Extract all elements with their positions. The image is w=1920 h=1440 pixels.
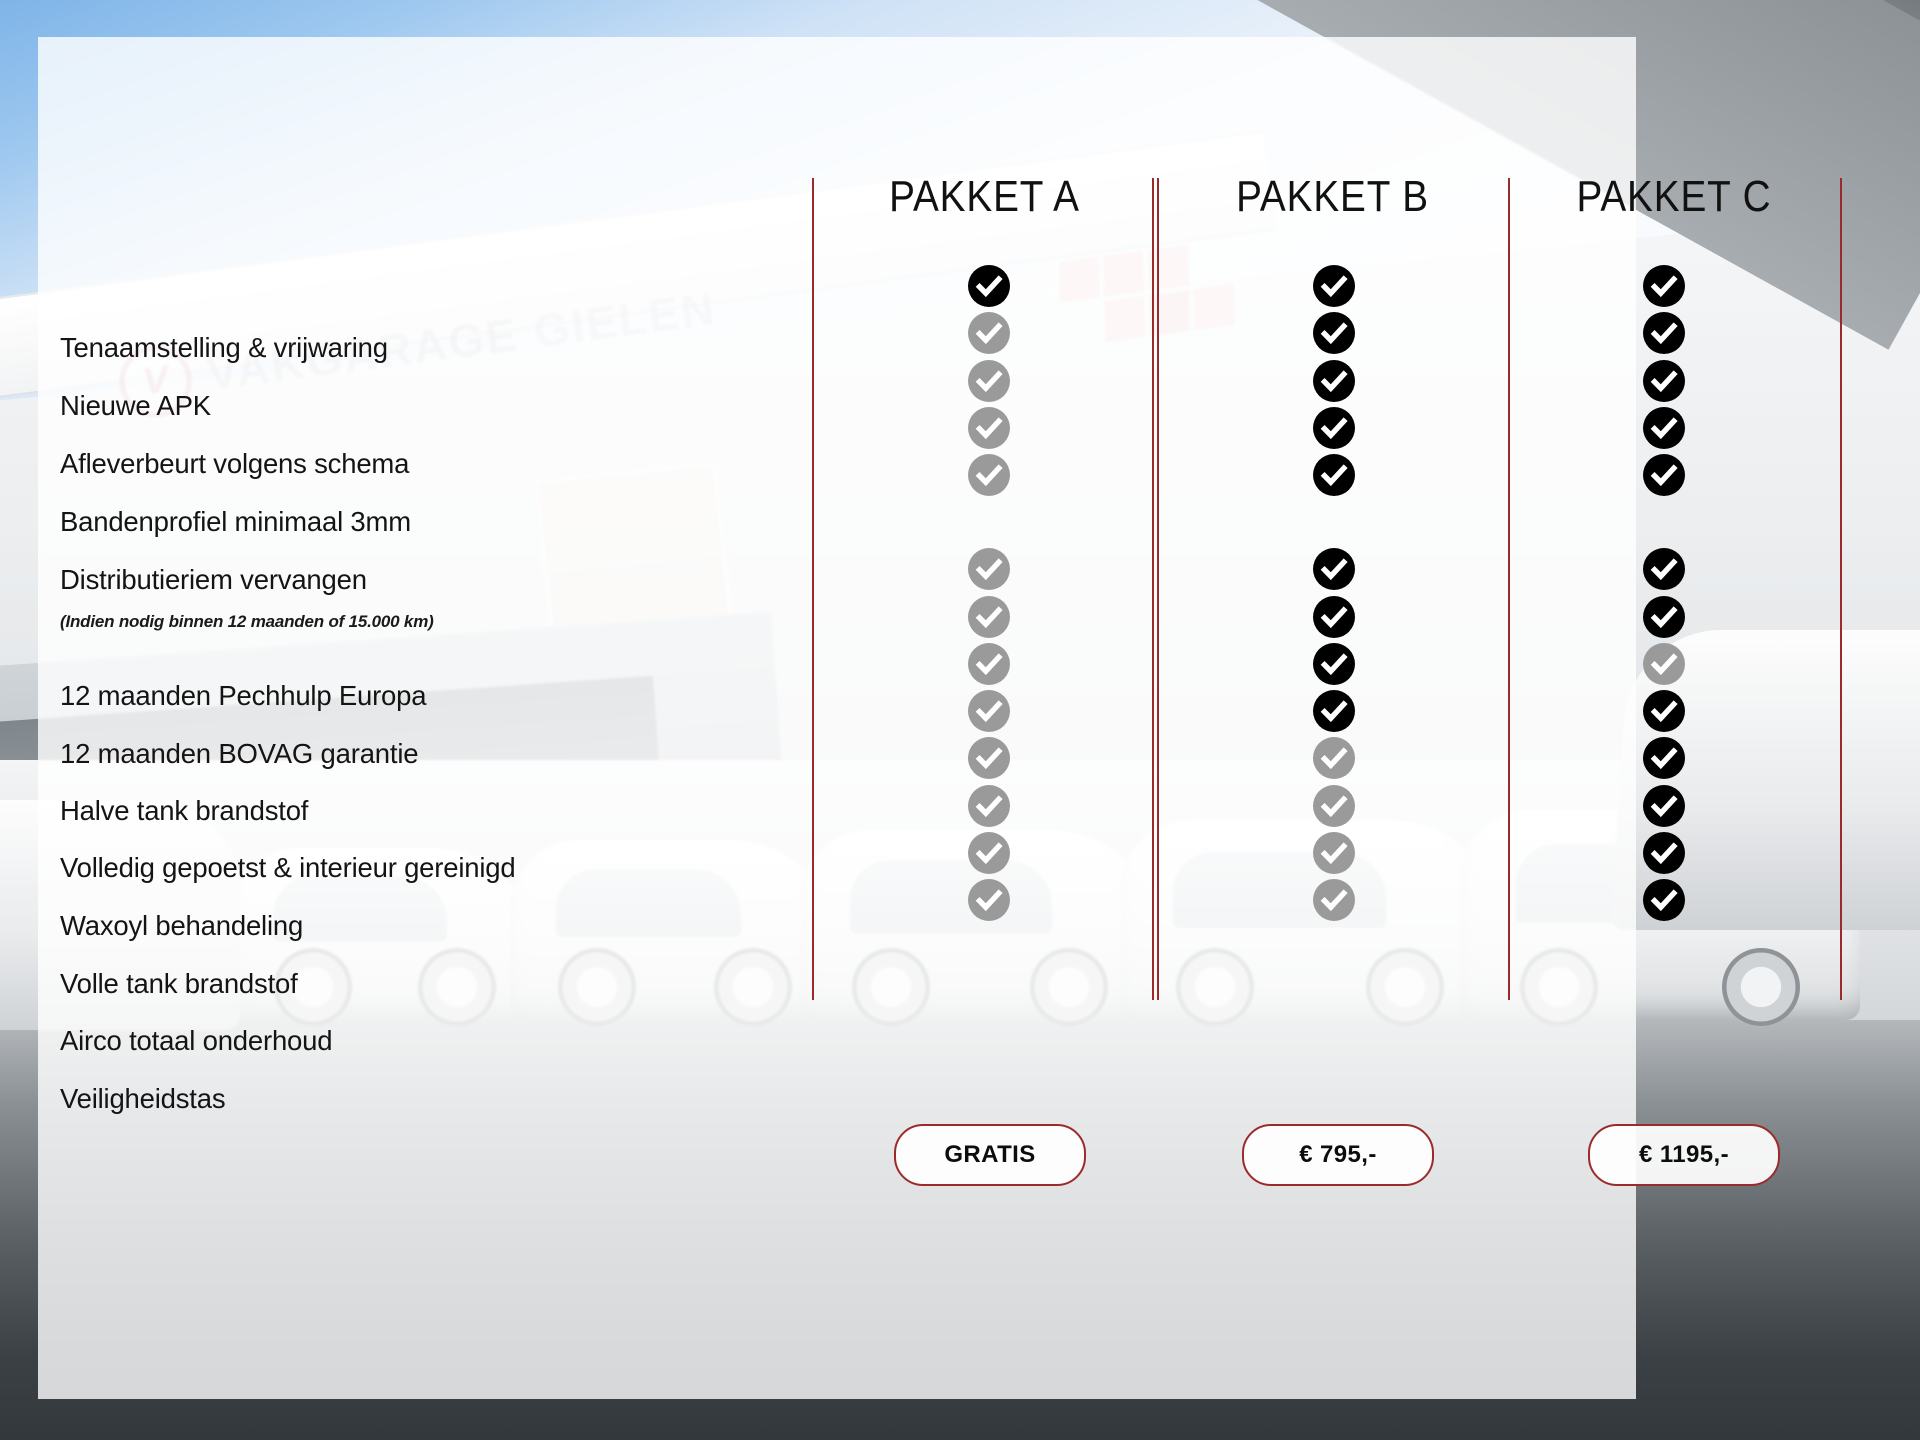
check-b-included-icon bbox=[1313, 360, 1355, 402]
package-header-b: PAKKET B bbox=[1236, 172, 1429, 221]
column-rule bbox=[1152, 178, 1154, 1000]
check-a-excluded-icon bbox=[968, 737, 1010, 779]
feature-label: 12 maanden Pechhulp Europa bbox=[60, 680, 427, 711]
check-a-included-icon bbox=[968, 265, 1010, 307]
feature-label: Nieuwe APK bbox=[60, 390, 211, 421]
check-a-excluded-icon bbox=[968, 832, 1010, 874]
check-c-excluded-icon bbox=[1643, 643, 1685, 685]
check-c-included-icon bbox=[1643, 407, 1685, 449]
check-c-included-icon bbox=[1643, 454, 1685, 496]
check-c-included-icon bbox=[1643, 785, 1685, 827]
package-header-a: PAKKET A bbox=[889, 172, 1080, 221]
check-c-included-icon bbox=[1643, 312, 1685, 354]
check-a-excluded-icon bbox=[968, 879, 1010, 921]
check-b-included-icon bbox=[1313, 643, 1355, 685]
check-a-excluded-icon bbox=[968, 312, 1010, 354]
feature-label: Volledig gepoetst & interieur gereinigd bbox=[60, 852, 516, 883]
feature-label: Afleverbeurt volgens schema bbox=[60, 448, 410, 479]
check-c-included-icon bbox=[1643, 690, 1685, 732]
check-c-included-icon bbox=[1643, 360, 1685, 402]
check-b-excluded-icon bbox=[1313, 737, 1355, 779]
check-b-included-icon bbox=[1313, 548, 1355, 590]
feature-label: Airco totaal onderhoud bbox=[60, 1025, 333, 1056]
check-c-included-icon bbox=[1643, 879, 1685, 921]
column-rule bbox=[1157, 178, 1159, 1000]
feature-label: Veiligheidstas bbox=[60, 1083, 226, 1114]
check-b-included-icon bbox=[1313, 690, 1355, 732]
price-pill-b[interactable]: € 795,- bbox=[1242, 1124, 1434, 1186]
price-pill-a[interactable]: GRATIS bbox=[894, 1124, 1086, 1186]
check-c-included-icon bbox=[1643, 265, 1685, 307]
check-b-included-icon bbox=[1313, 407, 1355, 449]
price-pill-c[interactable]: € 1195,- bbox=[1588, 1124, 1780, 1186]
column-rule bbox=[812, 178, 814, 1000]
check-a-excluded-icon bbox=[968, 596, 1010, 638]
feature-label: Volle tank brandstof bbox=[60, 968, 298, 999]
check-c-included-icon bbox=[1643, 548, 1685, 590]
check-b-excluded-icon bbox=[1313, 879, 1355, 921]
feature-label: Bandenprofiel minimaal 3mm bbox=[60, 506, 411, 537]
feature-label: Halve tank brandstof bbox=[60, 795, 309, 826]
check-a-excluded-icon bbox=[968, 548, 1010, 590]
check-b-included-icon bbox=[1313, 312, 1355, 354]
check-b-excluded-icon bbox=[1313, 832, 1355, 874]
feature-label: Tenaamstelling & vrijwaring bbox=[60, 332, 388, 363]
check-b-excluded-icon bbox=[1313, 785, 1355, 827]
check-b-included-icon bbox=[1313, 454, 1355, 496]
check-a-excluded-icon bbox=[968, 643, 1010, 685]
feature-label: 12 maanden BOVAG garantie bbox=[60, 738, 419, 769]
check-a-excluded-icon bbox=[968, 360, 1010, 402]
check-b-included-icon bbox=[1313, 265, 1355, 307]
feature-label: Distributieriem vervangen bbox=[60, 564, 367, 595]
check-c-included-icon bbox=[1643, 832, 1685, 874]
check-a-excluded-icon bbox=[968, 785, 1010, 827]
feature-footnote: (Indien nodig binnen 12 maanden of 15.00… bbox=[60, 612, 434, 631]
check-a-excluded-icon bbox=[968, 690, 1010, 732]
check-c-included-icon bbox=[1643, 596, 1685, 638]
check-a-excluded-icon bbox=[968, 454, 1010, 496]
check-c-included-icon bbox=[1643, 737, 1685, 779]
package-header-c: PAKKET C bbox=[1576, 172, 1772, 221]
column-rule bbox=[1840, 178, 1842, 1000]
check-b-included-icon bbox=[1313, 596, 1355, 638]
check-a-excluded-icon bbox=[968, 407, 1010, 449]
feature-label: Waxoyl behandeling bbox=[60, 910, 304, 941]
column-rule bbox=[1508, 178, 1510, 1000]
